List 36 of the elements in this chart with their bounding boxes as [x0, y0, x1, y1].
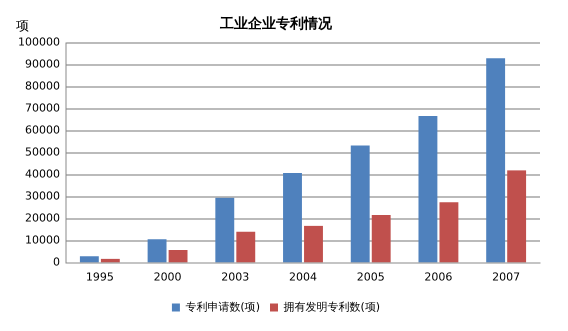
- bar: [486, 58, 506, 262]
- y-tick-label: 0: [52, 256, 60, 269]
- legend-label: 拥有发明专利数(项): [284, 300, 380, 314]
- bar: [236, 232, 256, 262]
- x-tick-label: 2007: [492, 270, 520, 284]
- x-tick-label: 2006: [424, 270, 452, 284]
- bar: [372, 215, 391, 262]
- legend-label: 专利申请数(项): [185, 300, 260, 314]
- y-tick-label: 20000: [24, 212, 60, 225]
- x-tick-label: 2003: [221, 270, 250, 284]
- bar: [304, 226, 323, 262]
- bar: [439, 202, 458, 262]
- y-tick-label: 30000: [24, 190, 60, 203]
- bar: [350, 146, 370, 262]
- x-tick-label: 2004: [288, 270, 317, 284]
- bar: [100, 258, 120, 262]
- bar: [80, 256, 99, 262]
- chart-title: 工业企业专利情况: [219, 15, 333, 32]
- bar: [215, 198, 234, 262]
- bar: [507, 170, 526, 262]
- bar: [168, 250, 188, 262]
- bar: [418, 116, 438, 262]
- y-tick-label: 80000: [24, 80, 60, 93]
- bar: [283, 173, 302, 262]
- y-tick-label: 10000: [24, 234, 60, 247]
- y-tick-label: 90000: [24, 58, 60, 71]
- y-tick-label: 100000: [18, 36, 60, 49]
- y-axis-title: 项: [16, 18, 29, 34]
- x-tick-label: 2005: [356, 270, 385, 284]
- y-tick-label: 40000: [24, 168, 60, 181]
- x-tick-label: 1995: [86, 270, 114, 284]
- x-tick-label: 2000: [154, 270, 182, 284]
- y-tick-label: 50000: [24, 146, 60, 159]
- bar: [148, 239, 167, 262]
- y-tick-label: 70000: [24, 102, 60, 115]
- y-tick-label: 60000: [24, 124, 60, 137]
